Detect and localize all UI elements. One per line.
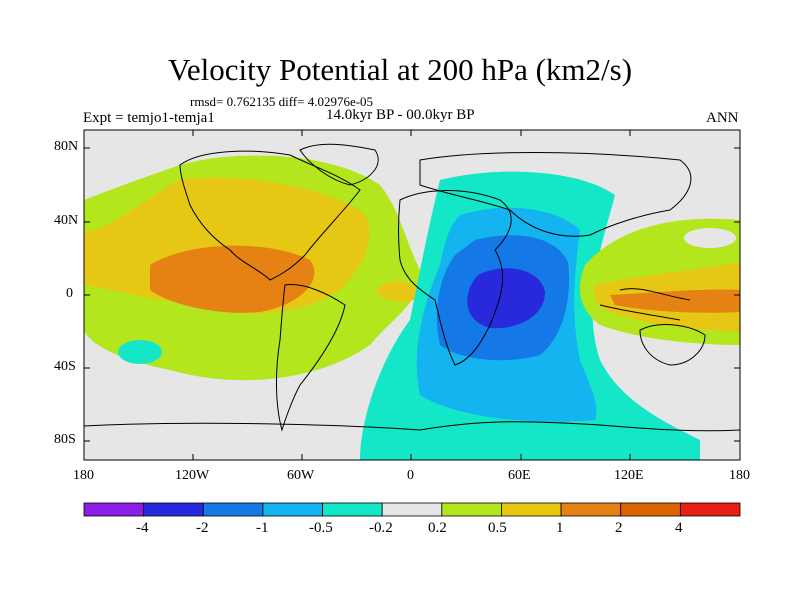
colorbar-label: 1 (556, 520, 564, 536)
lat-label: 40N (54, 213, 79, 228)
colorbar-box (381, 502, 443, 517)
negative-region (467, 268, 545, 329)
contour-field (84, 130, 740, 460)
colorbar-label: -4 (136, 520, 149, 536)
colorbar-box (560, 502, 622, 517)
colorbar-label: 0.5 (488, 520, 507, 536)
lat-label: 80N (54, 139, 79, 154)
colorbar-label: 0.2 (428, 520, 447, 536)
colorbar-box (262, 502, 323, 517)
positive-region (375, 280, 420, 302)
positive-region (610, 289, 740, 313)
period-text: 14.0kyr BP - 00.0kyr BP (326, 107, 475, 123)
colorbar (83, 502, 741, 517)
colorbar-label: -1 (256, 520, 269, 536)
lon-label: 60E (508, 468, 531, 483)
colorbar-box (202, 502, 264, 517)
colorbar-box (322, 502, 383, 517)
lon-label: 60W (287, 468, 315, 483)
experiment-label: Expt = temjo1-temja1 (83, 110, 215, 126)
lon-label: 120W (175, 468, 210, 483)
lon-label: 180 (729, 468, 750, 483)
colorbar-box (620, 502, 681, 517)
colorbar-label: 4 (675, 520, 683, 536)
neutral-region (684, 228, 736, 248)
negative-region (118, 340, 162, 364)
positive-region (150, 245, 315, 313)
chart-title: Velocity Potential at 200 hPa (km2/s) (167, 52, 633, 87)
colorbar-label: -0.5 (309, 520, 333, 536)
colorbar-box (143, 502, 204, 517)
lat-label: 0 (66, 286, 73, 301)
coastlines (84, 143, 740, 432)
lon-label: 0 (407, 468, 414, 483)
lon-ticks (192, 130, 631, 460)
colorbar-box (679, 502, 741, 517)
colorbar-label: -0.2 (369, 520, 393, 536)
colorbar-label: -2 (196, 520, 209, 536)
lon-label: 180 (73, 468, 94, 483)
lat-label: 80S (54, 432, 76, 447)
lat-label: 40S (54, 359, 76, 374)
colorbar-label: 2 (615, 520, 623, 536)
colorbar-box (441, 502, 502, 517)
lat-ticks (84, 147, 740, 442)
colorbar-box (501, 502, 562, 517)
season-label: ANN (706, 110, 739, 126)
stats-text: rmsd= 0.762135 diff= 4.02976e-05 (190, 94, 374, 109)
lon-label: 120E (614, 468, 644, 483)
colorbar-box (83, 502, 145, 517)
